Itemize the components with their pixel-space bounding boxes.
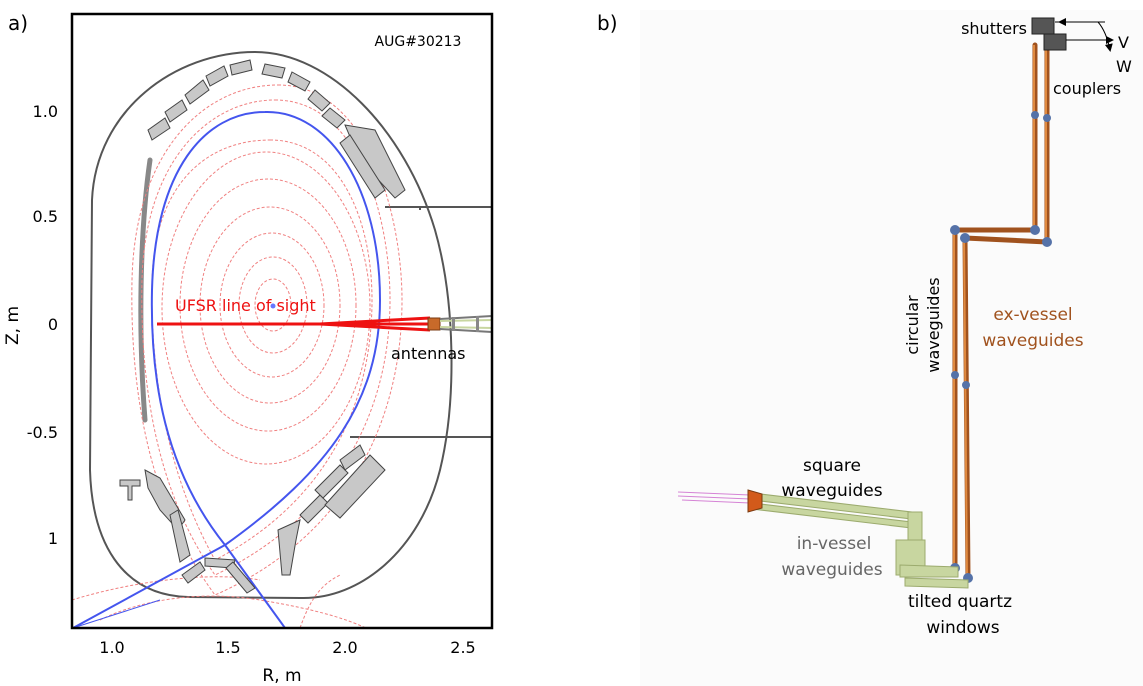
flux-surfaces	[72, 84, 403, 628]
y-tick-1: 1	[48, 529, 58, 548]
shutter-2	[1043, 33, 1067, 51]
upper-port	[385, 206, 492, 210]
circular-waveguides-label: circular waveguides	[903, 277, 943, 372]
y-tick-1.0: 1.0	[33, 102, 58, 121]
ex-vessel-highlight	[953, 45, 1047, 579]
x-tick-2.5: 2.5	[450, 638, 475, 657]
v-label: V	[1118, 33, 1129, 52]
line-of-sight-label: UFSR line of sight	[175, 296, 316, 315]
magnetic-axis	[270, 303, 276, 309]
circular-label-line1: circular	[903, 295, 922, 355]
w-label: W	[1116, 57, 1132, 76]
line-of-sight	[157, 316, 431, 332]
y-axis-label: Z, m	[3, 306, 23, 345]
tokamak-cross-section	[72, 50, 492, 628]
ex-vessel-label-line2: waveguides	[982, 331, 1083, 351]
wall-tiles	[119, 59, 406, 594]
antennas-label: antennas	[391, 344, 465, 363]
couplers-label: couplers	[1053, 79, 1121, 98]
shutter-1	[1031, 17, 1055, 35]
w-arrow	[1097, 21, 1113, 52]
vessel-wall	[88, 50, 453, 600]
square-label-line1: square	[803, 456, 861, 476]
tilted-label-line1: tilted quartz	[908, 592, 1012, 612]
square-antennas	[747, 489, 763, 513]
y-tick-0.5: 0.5	[33, 207, 58, 226]
render-background	[640, 10, 1143, 686]
ex-vessel-label-line1: ex-vessel	[993, 305, 1072, 325]
separatrix-leg-1	[72, 544, 226, 628]
separatrix-leg-2	[224, 544, 286, 628]
separatrix-leg-3	[72, 599, 161, 628]
x-tick-2.0: 2.0	[332, 638, 357, 657]
in-vessel-label-line2: waveguides	[781, 560, 882, 580]
x-tick-1.5: 1.5	[215, 638, 240, 657]
circular-label-line2: waveguides	[924, 277, 943, 372]
in-vessel-waveguides	[751, 492, 969, 589]
y-axis: 1.0 0.5 0 -0.5 1	[27, 102, 58, 548]
x-axis: 1.0 1.5 2.0 2.5	[99, 638, 475, 657]
y-tick-0: 0	[48, 315, 58, 334]
panel-b-label: b)	[597, 11, 618, 35]
in-vessel-label-line1: in-vessel	[797, 534, 872, 554]
panel-a-label: a)	[8, 11, 28, 35]
x-axis-label: R, m	[262, 666, 301, 686]
inner-wall	[138, 157, 153, 423]
x-tick-1.0: 1.0	[99, 638, 124, 657]
antenna-beams	[677, 491, 751, 504]
antenna-assembly	[427, 315, 492, 333]
shutters-label: shutters	[961, 19, 1027, 38]
shot-number: AUG#30213	[375, 34, 462, 50]
tilted-label-line2: windows	[926, 618, 999, 638]
square-label-line2: waveguides	[781, 481, 882, 501]
y-tick--0.5: -0.5	[27, 423, 58, 442]
plot-frame	[70, 12, 494, 630]
